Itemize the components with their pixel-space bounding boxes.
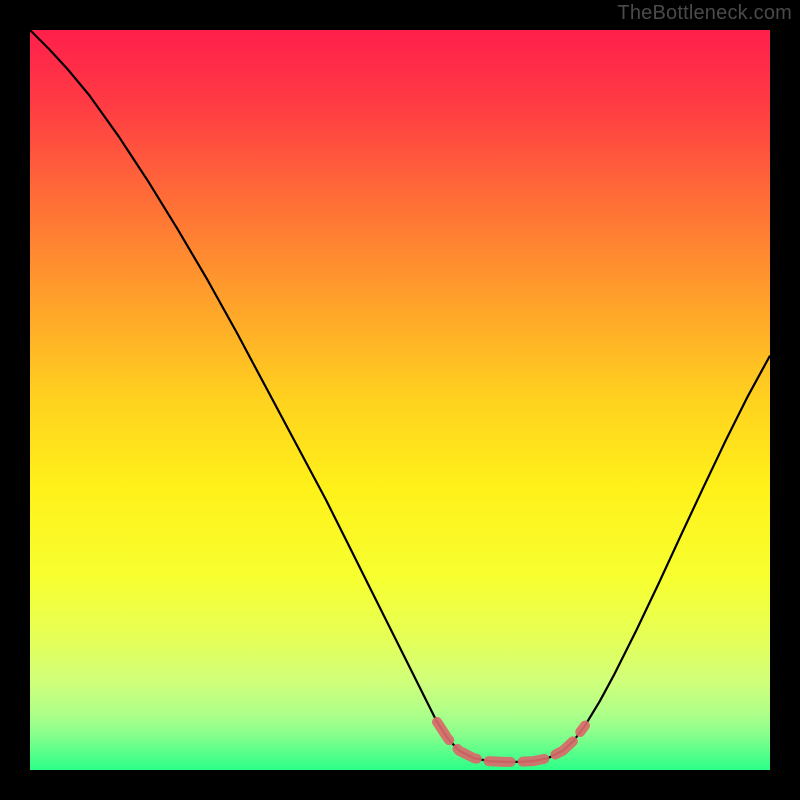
chart-background: [30, 30, 770, 770]
watermark-text: TheBottleneck.com: [617, 2, 792, 25]
chart-svg: [30, 30, 770, 770]
bottleneck-chart: [30, 30, 770, 770]
